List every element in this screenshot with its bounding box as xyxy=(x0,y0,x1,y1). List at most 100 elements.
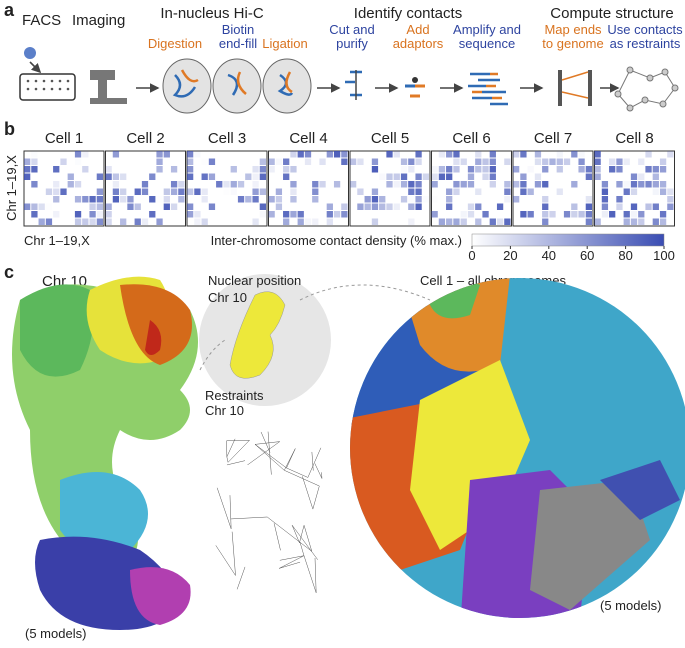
restraint-edge xyxy=(302,476,314,510)
heatmap-cell xyxy=(245,196,252,203)
heatmap-cell xyxy=(542,158,549,165)
heatmap-cell xyxy=(528,166,534,173)
heatmap-cell xyxy=(45,188,53,195)
step-title: Compute structure xyxy=(550,5,673,22)
heatmap-cell xyxy=(252,181,259,188)
heatmap-cell xyxy=(408,196,414,203)
heatmap-cell xyxy=(659,218,667,225)
restraint-edge xyxy=(303,555,317,593)
facs-label: FACS xyxy=(22,12,61,29)
restraint-edge xyxy=(273,523,281,551)
step-line: end-fill xyxy=(219,36,257,51)
heatmap-cell xyxy=(453,158,460,165)
heatmap-cell xyxy=(431,166,438,173)
heatmap-cell xyxy=(467,211,475,218)
heatmap-cell xyxy=(601,181,609,188)
heatmap-cell xyxy=(268,166,275,173)
step-label: Map ends to genome xyxy=(542,22,603,51)
heatmap-cell xyxy=(141,188,149,195)
step-line: Use contacts xyxy=(607,22,683,37)
heatmap-cell xyxy=(24,203,31,210)
heatmap-cell xyxy=(415,158,422,165)
heatmap-cell xyxy=(563,158,571,165)
heatmap-cell xyxy=(89,196,96,203)
heatmap-cell xyxy=(105,203,112,210)
heatmap-cell xyxy=(400,196,408,203)
heatmap-cell xyxy=(652,166,659,173)
heatmap-cell xyxy=(268,211,275,218)
heatmap-cell xyxy=(594,158,601,165)
heatmap-cell xyxy=(400,181,408,188)
step-label: Ligation xyxy=(262,36,308,51)
heatmap-cell xyxy=(401,166,407,173)
heatmap-cell xyxy=(489,218,496,225)
heatmap-cell xyxy=(542,196,549,203)
heatmap-cell xyxy=(341,211,348,218)
heatmap-cell xyxy=(31,166,38,173)
restraint-edge xyxy=(286,467,308,478)
heatmap-cell xyxy=(549,158,556,165)
heatmap-cell xyxy=(187,188,194,195)
heatmap-cell xyxy=(475,166,482,173)
heatmap-cell xyxy=(127,196,134,203)
colorbar-tick-label: 0 xyxy=(468,248,475,263)
heatmap-cell xyxy=(489,158,496,165)
heatmap-cell xyxy=(453,218,460,225)
heatmap-cell xyxy=(616,203,623,210)
heatmap-cell xyxy=(96,211,103,218)
heatmap-cell xyxy=(170,203,178,210)
heatmap-cell xyxy=(60,188,67,195)
colorbar-tick-label: 40 xyxy=(542,248,556,263)
heatmap-cell xyxy=(652,188,659,195)
heatmap-cell xyxy=(371,218,379,225)
heatmap-cell xyxy=(60,158,67,165)
heatmap-cell xyxy=(237,196,245,203)
axis-label-x: Chr 1–19,X xyxy=(24,233,90,248)
heatmap-cell xyxy=(659,166,667,173)
heatmap-cell xyxy=(571,211,578,218)
heatmap-cell xyxy=(149,196,156,203)
heatmap-cell xyxy=(453,166,460,173)
heatmap-cell xyxy=(252,196,259,203)
step-line: Digestion xyxy=(148,36,202,51)
restraint-edge xyxy=(229,495,232,529)
heatmap-cell xyxy=(520,211,527,218)
heatmap-cell xyxy=(201,188,208,195)
restraint-edge xyxy=(231,531,236,576)
heatmap-cell xyxy=(252,166,259,173)
heatmap-cell xyxy=(431,181,438,188)
step-label: Amplify and sequence xyxy=(453,22,521,51)
heatmap-cell xyxy=(96,188,103,195)
heatmap-cell xyxy=(504,196,511,203)
heatmap-cell xyxy=(312,218,319,225)
restraint-edge xyxy=(267,431,272,475)
heatmap-cell xyxy=(120,218,127,225)
heatmap-cell xyxy=(31,158,38,165)
heatmap-cell xyxy=(290,211,297,218)
heatmap-cell xyxy=(638,211,645,218)
heatmap-cell xyxy=(357,188,364,195)
heatmap-cell xyxy=(82,196,89,203)
heatmap-cell xyxy=(571,151,578,158)
heatmap-cell xyxy=(259,173,266,180)
heatmap-cell xyxy=(24,158,31,165)
cell-title: Cell 8 xyxy=(615,130,653,147)
heatmap-cell xyxy=(609,158,616,165)
heatmap-cell xyxy=(630,173,638,180)
heatmap-cell xyxy=(601,188,609,195)
heatmap-cell xyxy=(453,181,460,188)
chr10-structure xyxy=(12,276,198,630)
heatmap-cell xyxy=(297,218,304,225)
heatmap-cell xyxy=(31,181,38,188)
cell-title: Cell 7 xyxy=(534,130,572,147)
heatmap-cell xyxy=(609,211,616,218)
restraint-edge xyxy=(299,525,305,543)
restraint-edge xyxy=(230,516,268,520)
restraint-edge xyxy=(279,561,301,569)
heatmap-cell xyxy=(163,151,170,158)
heatmap-cell xyxy=(623,158,630,165)
heatmap-cell xyxy=(652,218,659,225)
heatmap-cell xyxy=(252,173,259,180)
heatmap-cell xyxy=(489,173,496,180)
heatmap-cell xyxy=(170,166,178,173)
